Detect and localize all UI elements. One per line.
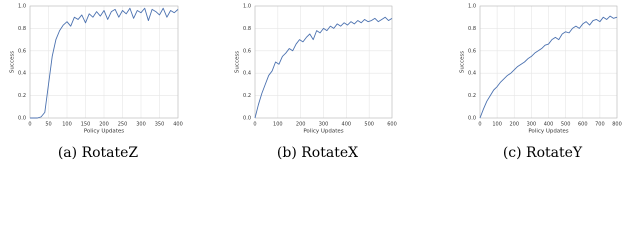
x-tick-label: 100: [492, 122, 502, 128]
y-tick-label: 0.0: [243, 116, 251, 122]
x-tick-label: 400: [342, 122, 352, 128]
x-tick-label: 50: [45, 122, 51, 128]
y-tick-label: 0.8: [243, 26, 251, 32]
x-tick-label: 150: [81, 122, 91, 128]
data-line: [30, 7, 179, 119]
y-tick-label: 0.4: [468, 71, 476, 77]
x-tick-label: 600: [387, 122, 397, 128]
y-tick-label: 0.8: [468, 26, 476, 32]
y-tick-label: 0.0: [18, 116, 26, 122]
y-tick-label: 1.0: [243, 4, 251, 10]
x-tick-label: 500: [561, 122, 571, 128]
x-axis-label: Policy Updates: [528, 129, 568, 135]
x-tick-label: 400: [173, 122, 183, 128]
x-tick-label: 300: [319, 122, 329, 128]
y-axis-label: Success: [460, 51, 466, 73]
x-tick-label: 100: [62, 122, 72, 128]
panel: 0.0 0.2 0.4 0.6 0.8 1.0 0 100 200 300 400 500 600 Pol…: [235, 4, 397, 162]
x-tick-label: 250: [118, 122, 128, 128]
data-line: [479, 15, 618, 119]
y-tick-label: 1.0: [468, 4, 476, 10]
plot-frame: [29, 5, 179, 119]
x-tick-label: 200: [99, 122, 109, 128]
plot-frame: [254, 5, 393, 119]
x-tick-label: 100: [273, 122, 283, 128]
y-tick-label: 0.2: [468, 93, 476, 99]
y-tick-label: 0.4: [18, 71, 26, 77]
x-tick-label: 500: [364, 122, 374, 128]
x-axis-label: Policy Updates: [303, 129, 343, 135]
x-tick-label: 0: [28, 122, 31, 128]
x-tick-label: 700: [595, 122, 605, 128]
y-tick-label: 0.6: [243, 48, 251, 54]
x-axis-label: Policy Updates: [84, 129, 124, 135]
y-tick-label: 0.6: [18, 48, 26, 54]
y-tick-label: 0.4: [243, 71, 251, 77]
y-axis-label: Success: [10, 51, 16, 73]
panel: 0.0 0.2 0.4 0.6 0.8 1.0 0 100 200 300 400 500 600 700…: [460, 4, 622, 162]
caption: (c) RotateY: [503, 145, 583, 161]
y-tick-label: 0.2: [18, 93, 26, 99]
y-tick-label: 1.0: [18, 4, 26, 10]
figure: 0.0 0.2 0.4 0.6 0.8 1.0 0 50 100 150 200 250 300 350 4…: [10, 4, 622, 162]
data-line: [254, 16, 393, 119]
panel: 0.0 0.2 0.4 0.6 0.8 1.0 0 50 100 150 200 250 300 350 4…: [10, 4, 183, 162]
x-tick-label: 300: [527, 122, 537, 128]
x-tick-label: 400: [544, 122, 554, 128]
x-tick-label: 0: [478, 122, 481, 128]
caption: (a) RotateZ: [58, 145, 139, 161]
caption: (b) RotateX: [277, 145, 358, 161]
x-tick-label: 0: [253, 122, 256, 128]
x-tick-label: 350: [155, 122, 165, 128]
x-tick-label: 600: [578, 122, 588, 128]
y-tick-label: 0.0: [468, 116, 476, 122]
y-axis-label: Success: [235, 51, 241, 73]
x-tick-label: 800: [612, 122, 622, 128]
y-tick-label: 0.2: [243, 93, 251, 99]
x-tick-label: 200: [509, 122, 519, 128]
x-tick-label: 200: [296, 122, 306, 128]
plot-frame: [479, 5, 618, 119]
y-tick-label: 0.6: [468, 48, 476, 54]
x-tick-label: 300: [136, 122, 146, 128]
y-tick-label: 0.8: [18, 26, 26, 32]
